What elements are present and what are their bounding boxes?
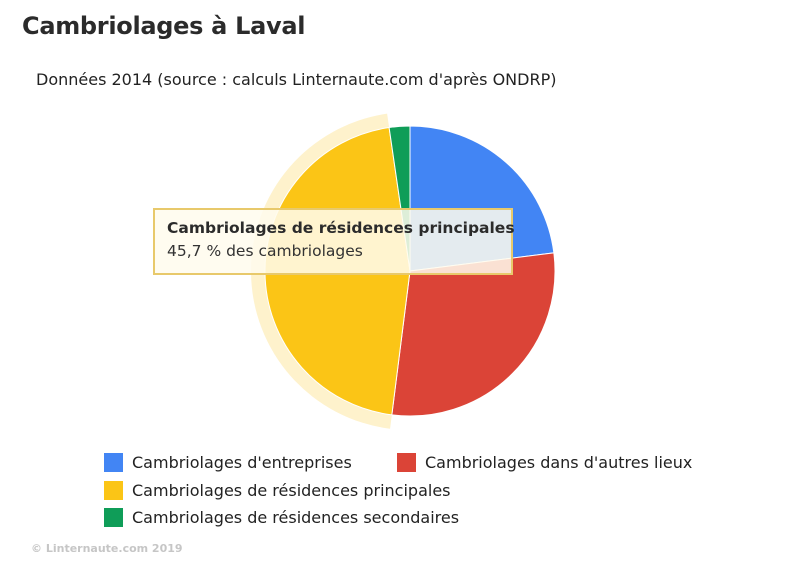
legend-item-residences-secondaires[interactable]: Cambriolages de résidences secondaires	[104, 508, 459, 527]
legend-swatch	[104, 453, 123, 472]
chart-title: Cambriolages à Laval	[22, 12, 306, 40]
legend-label: Cambriolages de résidences principales	[132, 481, 451, 500]
copyright-footer: © Linternaute.com 2019	[31, 542, 183, 555]
legend-item-autres-lieux[interactable]: Cambriolages dans d'autres lieux	[397, 453, 692, 472]
legend-swatch	[104, 481, 123, 500]
legend-item-residences-principales[interactable]: Cambriolages de résidences principales	[104, 481, 451, 500]
legend-swatch	[104, 508, 123, 527]
legend-label: Cambriolages de résidences secondaires	[132, 508, 460, 527]
legend-item-entreprises[interactable]: Cambriolages d'entreprises	[104, 453, 352, 472]
legend-label: Cambriolages d'entreprises	[132, 453, 352, 472]
chart-subtitle: Données 2014 (source : calculs Linternau…	[36, 70, 557, 89]
legend-swatch	[397, 453, 416, 472]
slice-tooltip: Cambriolages de résidences principales 4…	[153, 208, 515, 275]
pie-slice[interactable]	[391, 252, 556, 417]
legend-label: Cambriolages dans d'autres lieux	[425, 453, 693, 472]
tooltip-title: Cambriolages de résidences principales	[167, 219, 515, 237]
tooltip-value: 45,7 % des cambriolages	[167, 242, 363, 260]
